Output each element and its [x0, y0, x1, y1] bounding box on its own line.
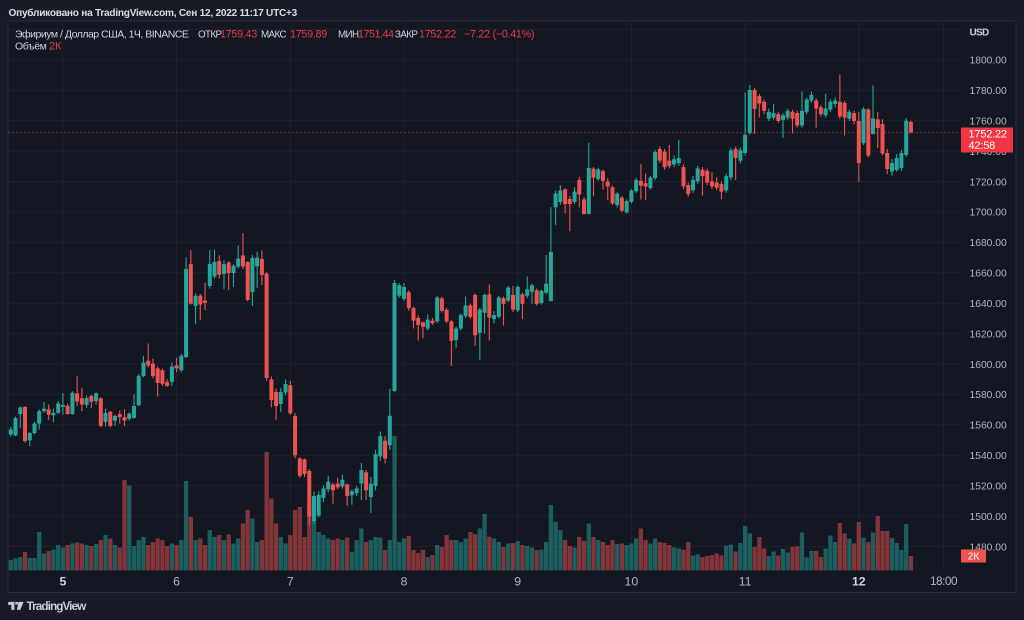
- svg-text:1752.22: 1752.22: [969, 129, 1007, 141]
- svg-text:1560.00: 1560.00: [970, 421, 1007, 432]
- svg-text:2К: 2К: [968, 551, 980, 562]
- svg-text:1660.00: 1660.00: [970, 269, 1007, 280]
- svg-text:1540.00: 1540.00: [970, 451, 1007, 462]
- svg-text:USD: USD: [970, 28, 989, 39]
- svg-text:11: 11: [739, 575, 752, 589]
- svg-text:1800.00: 1800.00: [970, 56, 1007, 67]
- svg-text:1700.00: 1700.00: [970, 208, 1007, 219]
- svg-text:1580.00: 1580.00: [970, 390, 1007, 401]
- svg-text:TradingView: TradingView: [27, 599, 88, 613]
- svg-text:Объём: Объём: [15, 40, 47, 52]
- svg-text:1680.00: 1680.00: [970, 238, 1007, 249]
- svg-text:1520.00: 1520.00: [970, 482, 1007, 493]
- svg-text:8: 8: [401, 575, 408, 589]
- svg-text:7: 7: [287, 575, 294, 589]
- svg-text:МИН: МИН: [338, 30, 359, 41]
- svg-text:1620.00: 1620.00: [970, 329, 1007, 340]
- svg-text:1760.00: 1760.00: [970, 116, 1007, 127]
- svg-text:2К: 2К: [49, 40, 62, 52]
- svg-text:1752.22: 1752.22: [419, 29, 456, 41]
- svg-text:−7.22 (−0.41%): −7.22 (−0.41%): [464, 29, 534, 41]
- svg-text:1759.89: 1759.89: [290, 29, 327, 41]
- svg-text:12: 12: [852, 575, 866, 589]
- svg-text:5: 5: [59, 575, 66, 589]
- svg-text:10: 10: [625, 575, 639, 589]
- svg-text:МАКС: МАКС: [261, 30, 286, 41]
- svg-text:ОТКР: ОТКР: [198, 30, 223, 41]
- svg-text:Опубликовано на TradingView.co: Опубликовано на TradingView.com, Сен 12,…: [9, 7, 298, 19]
- svg-text:1759.43: 1759.43: [220, 29, 257, 41]
- svg-text:1720.00: 1720.00: [970, 177, 1007, 188]
- svg-text:1500.00: 1500.00: [970, 512, 1007, 523]
- svg-text:ЗАКР: ЗАКР: [395, 30, 418, 41]
- svg-text:Эфириум / Доллар США, 1Ч, BINA: Эфириум / Доллар США, 1Ч, BINANCE: [15, 29, 189, 41]
- svg-text:1480.00: 1480.00: [970, 542, 1007, 553]
- svg-text:42:58: 42:58: [969, 140, 996, 152]
- svg-text:1600.00: 1600.00: [970, 360, 1007, 371]
- svg-text:18:00: 18:00: [930, 574, 958, 588]
- svg-text:9: 9: [514, 575, 521, 589]
- svg-text:1751.44: 1751.44: [358, 29, 394, 41]
- svg-text:1780.00: 1780.00: [970, 86, 1007, 97]
- svg-text:1640.00: 1640.00: [970, 299, 1007, 310]
- svg-text:6: 6: [173, 575, 180, 589]
